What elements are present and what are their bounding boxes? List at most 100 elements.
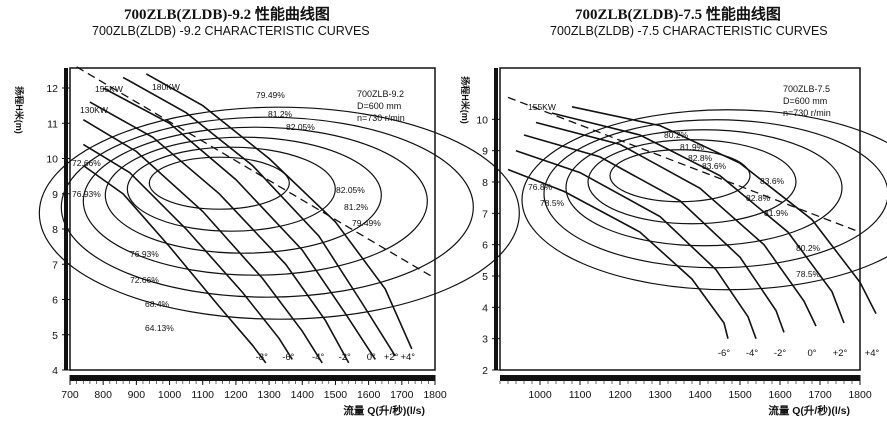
y-tick-label: 5 [482, 271, 488, 283]
angle-label: +2° [384, 352, 399, 363]
x-tick-label: 1400 [688, 389, 712, 401]
efficiency-contour [82, 126, 428, 276]
x-tick-label: 1700 [808, 389, 832, 401]
efficiency-label: 78.5% [540, 198, 565, 208]
efficiency-label: 82.8% [746, 193, 771, 203]
head-curve-0 [571, 106, 877, 314]
angle-label: -4° [746, 348, 758, 359]
chart-2-title: 700ZLB(ZLDB)-7.5 性能曲线图 [575, 7, 781, 23]
efficiency-label: 82.05% [336, 185, 365, 195]
power-limit-line [507, 96, 861, 233]
x-tick-label: 1600 [357, 389, 381, 401]
angle-label: -4° [312, 352, 324, 363]
y-tick-label: 2 [482, 365, 488, 377]
head-curve-4 [515, 149, 757, 339]
y-tick-label: 7 [482, 208, 488, 220]
efficiency-label: 82.05% [286, 122, 315, 132]
y-tick-label: 8 [52, 224, 58, 236]
efficiency-label: 81.2% [344, 202, 369, 212]
x-tick-label: 1100 [569, 389, 592, 401]
head-curve-0 [145, 73, 413, 350]
head-curve-5 [82, 143, 293, 360]
x-tick-label: 1700 [390, 389, 414, 401]
efficiency-label: 78.5% [796, 269, 821, 279]
efficiency-label: 83.6% [760, 176, 785, 186]
y-tick-label: 12 [46, 83, 58, 95]
y-tick-label: 8 [482, 177, 488, 189]
efficiency-contour [609, 149, 751, 203]
y-tick-label: 9 [482, 146, 488, 158]
x-axis-label: 流量 Q(升/秒)(l/s) [343, 404, 425, 417]
x-tick-label: 1200 [224, 389, 248, 401]
info-text: n=730 r/min [357, 113, 405, 123]
efficiency-label: 79.49% [256, 90, 285, 100]
x-axis-band [70, 375, 435, 381]
power-limit-line [76, 66, 436, 279]
angle-label: +2° [833, 348, 848, 359]
y-axis-band [494, 68, 498, 370]
info-text: 700ZLB-9.2 [357, 89, 404, 99]
y-axis-label: 扬程H米(m) [14, 86, 25, 134]
x-tick-label: 1200 [608, 389, 632, 401]
angle-label: 0° [807, 348, 816, 359]
info-text: D=600 mm [357, 101, 401, 111]
power-label: 130KW [80, 105, 108, 115]
chart-1: 700 800 900 1000 1100 1200 1300 1400 1500 1600 170… [14, 66, 520, 417]
y-tick-label: 5 [52, 330, 58, 342]
efficiency-contour [587, 139, 797, 225]
y-tick-label: 6 [52, 295, 58, 307]
y-tick-label: 3 [482, 334, 488, 346]
y-tick-label: 6 [482, 240, 488, 252]
efficiency-label: 64.13% [145, 323, 174, 333]
x-tick-label: 1500 [324, 389, 348, 401]
x-tick-label: 800 [94, 389, 112, 401]
efficiency-label: 82.8% [688, 153, 713, 163]
efficiency-contour [60, 116, 474, 298]
head-curve-5 [507, 168, 729, 339]
efficiency-label: 83.6% [702, 161, 727, 171]
x-tick-label: 1000 [158, 389, 182, 401]
y-axis-band [64, 68, 68, 370]
angle-label: -2° [339, 352, 351, 363]
x-axis-label: 流量 Q(升/秒)(l/s) [768, 404, 850, 417]
efficiency-contour [126, 146, 336, 232]
efficiency-label: 72.66% [130, 275, 159, 285]
efficiency-label: 76.93% [72, 189, 101, 199]
plot-frame [69, 67, 436, 371]
y-tick-label: 4 [52, 365, 58, 377]
y-tick-label: 9 [52, 189, 58, 201]
efficiency-contour [543, 119, 887, 269]
x-tick-label: 1800 [848, 389, 872, 401]
efficiency-label: 81.9% [680, 142, 705, 152]
efficiency-label: 68.4% [145, 299, 170, 309]
info-text: n=730 r/min [783, 108, 831, 118]
y-tick-label: 10 [46, 154, 58, 166]
efficiency-label: 76.93% [130, 249, 159, 259]
info-text: D=600 mm [783, 96, 827, 106]
power-label: 155KW [95, 84, 123, 94]
x-tick-label: 1300 [257, 389, 281, 401]
x-tick-label: 700 [61, 389, 79, 401]
x-tick-label: 1000 [528, 389, 552, 401]
head-curve-3 [523, 134, 785, 333]
y-tick-label: 10 [476, 114, 488, 126]
angle-label: 0° [367, 352, 376, 363]
efficiency-contour [104, 136, 382, 254]
head-curve-4 [82, 119, 323, 364]
x-axis-band [500, 375, 860, 381]
chart-2: 1000 1100 1200 1300 1400 1500 1600 1700 1800 2 3 4 5… [460, 67, 887, 417]
efficiency-contour [148, 156, 290, 210]
angle-label: -8° [256, 352, 268, 363]
info-text: 700ZLB-7.5 [783, 84, 830, 94]
power-label: 155KW [528, 102, 556, 112]
efficiency-label: 80.2% [664, 130, 689, 140]
x-tick-label: 1600 [768, 389, 792, 401]
angle-label: -6° [282, 352, 294, 363]
efficiency-label: 79.49% [352, 218, 381, 228]
efficiency-label: 81.9% [764, 208, 789, 218]
chart-1-subtitle: 700ZLB(ZLDB) -9.2 CHARACTERISTIC CURVES [92, 24, 370, 38]
efficiency-label: 81.2% [268, 109, 293, 119]
x-tick-label: 900 [128, 389, 146, 401]
head-curve-2 [535, 121, 817, 327]
